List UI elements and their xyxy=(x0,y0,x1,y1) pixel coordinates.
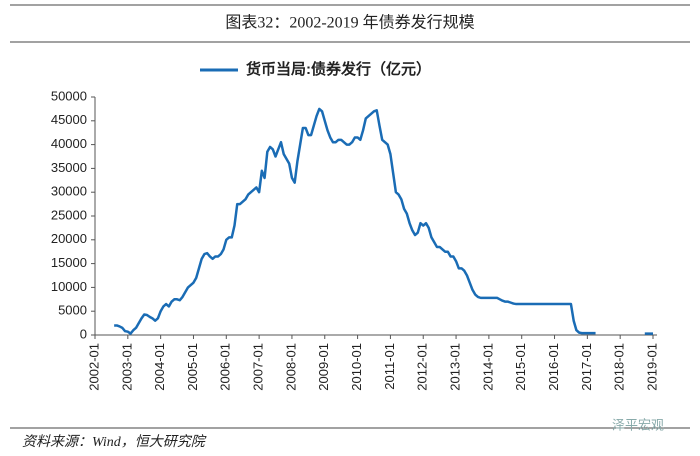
watermark: 泽平宏观 xyxy=(612,417,664,432)
x-tick-label: 2017-01 xyxy=(579,343,594,391)
x-tick-label: 2014-01 xyxy=(480,343,495,391)
x-tick-label: 2018-01 xyxy=(612,343,627,391)
x-tick-label: 2019-01 xyxy=(644,343,659,391)
y-tick-label: 15000 xyxy=(51,255,87,270)
y-tick-label: 25000 xyxy=(51,207,87,222)
x-tick-label: 2007-01 xyxy=(251,343,266,391)
series-line xyxy=(114,107,653,335)
x-tick-label: 2004-01 xyxy=(152,343,167,391)
y-tick-label: 35000 xyxy=(51,160,87,175)
y-tick-label: 50000 xyxy=(51,88,87,103)
x-tick-label: 2010-01 xyxy=(349,343,364,391)
x-tick-label: 2013-01 xyxy=(447,343,462,391)
x-tick-label: 2002-01 xyxy=(86,343,101,391)
y-tick-label: 30000 xyxy=(51,184,87,199)
y-tick-label: 5000 xyxy=(58,303,87,318)
x-tick-label: 2012-01 xyxy=(415,343,430,391)
x-tick-label: 2011-01 xyxy=(382,343,397,390)
x-tick-label: 2008-01 xyxy=(283,343,298,391)
y-tick-label: 10000 xyxy=(51,279,87,294)
x-tick-label: 2016-01 xyxy=(546,343,561,391)
x-tick-label: 2009-01 xyxy=(316,343,331,391)
chart-title: 图表32：2002-2019 年债券发行规模 xyxy=(225,14,474,32)
x-tick-label: 2006-01 xyxy=(218,343,233,391)
x-tick-label: 2015-01 xyxy=(513,343,528,391)
y-tick-label: 45000 xyxy=(51,112,87,127)
y-tick-label: 40000 xyxy=(51,136,87,151)
x-tick-label: 2003-01 xyxy=(119,343,134,391)
x-tick-label: 2005-01 xyxy=(185,343,200,391)
y-tick-label: 0 xyxy=(80,326,87,341)
legend-label: 货币当局:债券发行（亿元） xyxy=(246,60,431,78)
source: 资料来源：Wind，恒大研究院 xyxy=(22,434,207,450)
y-tick-label: 20000 xyxy=(51,231,87,246)
